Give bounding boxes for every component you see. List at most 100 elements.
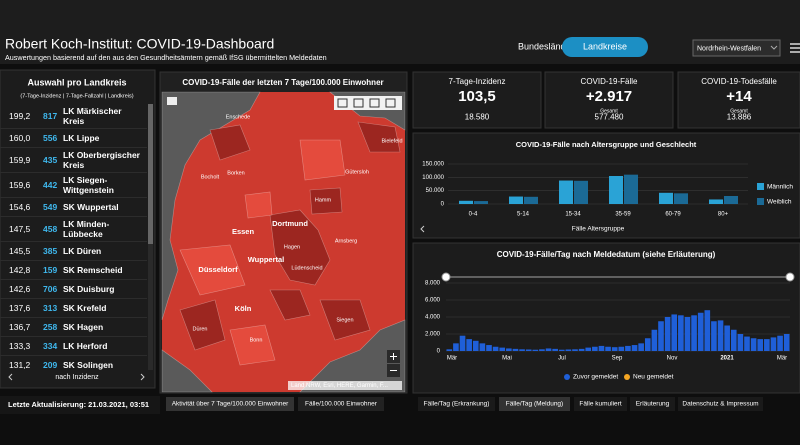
map-tab-label[interactable]: Fälle/100.000 Einwohner bbox=[305, 401, 378, 408]
bar bbox=[704, 310, 711, 351]
incidence-value: 160,0 bbox=[9, 133, 31, 143]
bar bbox=[558, 349, 565, 351]
range-handle[interactable] bbox=[441, 272, 451, 282]
nav-tab-label[interactable]: Erläuterung bbox=[636, 401, 670, 408]
bar bbox=[592, 346, 598, 351]
map-attribution-bg bbox=[288, 381, 402, 390]
sort-next[interactable] bbox=[140, 373, 145, 381]
nav-tab[interactable] bbox=[574, 397, 627, 411]
district-row[interactable]: 133,3 334 LK Herford bbox=[0, 337, 147, 356]
bar bbox=[678, 315, 684, 351]
bar bbox=[757, 339, 764, 351]
bar bbox=[574, 180, 588, 204]
incidence-value: 159,6 bbox=[9, 180, 31, 190]
bar bbox=[631, 345, 638, 351]
incidence-value: 154,6 bbox=[9, 202, 31, 212]
map-title: COVID-19-Fälle der letzten 7 Tage/100.00… bbox=[182, 78, 383, 87]
map-place-label: Bonn bbox=[250, 337, 263, 343]
bar bbox=[717, 320, 724, 351]
district-name: SK Duisburg bbox=[63, 284, 115, 294]
bar bbox=[525, 349, 532, 351]
district-name: SK Hagen bbox=[63, 322, 104, 332]
map-tab-label[interactable]: Aktivität über 7 Tage/100.000 Einwohner bbox=[172, 401, 289, 408]
bar bbox=[509, 196, 523, 204]
map-place-label: Hagen bbox=[284, 244, 300, 250]
incidence-value: 147,5 bbox=[9, 224, 31, 234]
district-row[interactable]: 147,5 458 LK Minden-Lübbecke bbox=[0, 217, 147, 242]
case-count: 258 bbox=[43, 322, 58, 332]
incidence-value: 136,7 bbox=[9, 322, 31, 332]
x-tick-label: Mai bbox=[502, 356, 512, 362]
legend-swatch bbox=[757, 198, 764, 205]
bar bbox=[783, 334, 790, 351]
zoom-in-icon bbox=[390, 353, 397, 371]
district-row[interactable]: 145,5 385 LK Düren bbox=[0, 242, 147, 261]
nav-tab-label[interactable]: Fälle kumuliert bbox=[579, 401, 621, 408]
nav-item[interactable]: Bundesländer bbox=[518, 41, 574, 51]
bar bbox=[499, 347, 506, 351]
bar bbox=[446, 349, 453, 351]
x-tick-label: 2021 bbox=[720, 356, 734, 362]
bar bbox=[644, 338, 651, 351]
map-region bbox=[229, 324, 276, 366]
map-place-label: Bielefeld bbox=[381, 138, 402, 144]
map-tab[interactable] bbox=[298, 397, 384, 411]
incidence-value: 137,6 bbox=[9, 303, 31, 313]
bar bbox=[552, 348, 558, 351]
district-row[interactable]: 159,6 442 LK Siegen-Wittgenstein bbox=[0, 173, 147, 198]
bar bbox=[709, 199, 723, 204]
bar bbox=[492, 346, 499, 351]
scrollbar-thumb[interactable] bbox=[148, 104, 153, 244]
district-row[interactable]: 159,9 435 LK Oberbergischer Kreis bbox=[0, 148, 147, 173]
region-dropdown-label[interactable]: Nordrhein-Westfalen bbox=[697, 45, 761, 52]
incidence-value: 142,8 bbox=[9, 265, 31, 275]
nav-tab-label[interactable]: Fälle/Tag (Erkrankung) bbox=[424, 401, 490, 408]
nav-pill[interactable] bbox=[562, 37, 648, 57]
bar bbox=[519, 349, 525, 351]
scroll-left[interactable] bbox=[420, 225, 425, 233]
district-row[interactable]: 154,6 549 SK Wuppertal bbox=[0, 198, 147, 217]
nav-tab[interactable] bbox=[630, 397, 675, 411]
nav-tab[interactable] bbox=[499, 397, 570, 411]
bar bbox=[611, 347, 618, 351]
y-tick-label: 0 bbox=[441, 202, 445, 208]
map-region bbox=[179, 244, 246, 296]
nav-tab[interactable] bbox=[418, 397, 495, 411]
kpi-card bbox=[544, 71, 674, 129]
district-row[interactable]: 136,7 258 SK Hagen bbox=[0, 318, 147, 337]
nav-tab[interactable] bbox=[678, 397, 763, 411]
map-region bbox=[299, 139, 346, 181]
map-tool-icon[interactable] bbox=[353, 98, 364, 108]
map-expand-icon[interactable] bbox=[167, 97, 177, 105]
x-tick-label: 80+ bbox=[718, 212, 729, 218]
district-row[interactable]: 199,2 817 LK Märkischer Kreis bbox=[0, 104, 147, 129]
map-tool-icon[interactable] bbox=[369, 98, 380, 108]
sort-prev[interactable] bbox=[8, 373, 13, 381]
kpi-title: COVID-19-Todesfälle bbox=[701, 77, 777, 86]
bar bbox=[559, 180, 573, 204]
district-row[interactable]: 142,8 159 SK Remscheid bbox=[0, 261, 147, 280]
map-toolbar[interactable] bbox=[334, 96, 402, 110]
district-name: LK Märkischer Kreis bbox=[63, 106, 122, 126]
district-row[interactable]: 160,0 556 LK Lippe bbox=[0, 129, 147, 148]
district-name: LK Düren bbox=[63, 246, 102, 256]
map-region bbox=[269, 209, 331, 286]
district-row[interactable]: 142,6 706 SK Duisburg bbox=[0, 280, 147, 299]
nav-tab-label[interactable]: Datenschutz & Impressum bbox=[682, 401, 758, 408]
district-row[interactable]: 131,2 209 SK Solingen bbox=[0, 356, 147, 370]
map-tool-icon[interactable] bbox=[337, 98, 348, 108]
nav-item-active[interactable]: Landkreise bbox=[583, 41, 627, 51]
bar bbox=[506, 348, 512, 351]
region-dropdown[interactable] bbox=[692, 39, 781, 57]
map-tool-icon[interactable] bbox=[385, 98, 396, 108]
nav-tab-label[interactable]: Fälle/Tag (Meldung) bbox=[506, 401, 563, 408]
district-row[interactable]: 137,6 313 SK Krefeld bbox=[0, 299, 147, 318]
map-tab[interactable] bbox=[166, 397, 294, 411]
district-name: SK Remscheid bbox=[63, 265, 123, 275]
range-handle[interactable] bbox=[785, 272, 795, 282]
footer-bar bbox=[0, 396, 160, 414]
bar bbox=[744, 336, 750, 351]
district-name: SK Solingen bbox=[63, 360, 114, 370]
map-place-label: Enschede bbox=[226, 114, 250, 120]
incidence-value: 142,6 bbox=[9, 284, 31, 294]
